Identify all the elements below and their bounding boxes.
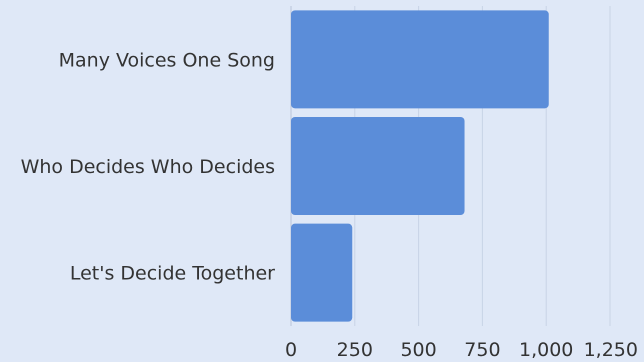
bar[interactable] xyxy=(291,10,549,109)
bars xyxy=(291,10,549,322)
x-tick-label: 1,000 xyxy=(519,339,573,361)
x-tick-label: 500 xyxy=(400,339,436,361)
bar[interactable] xyxy=(291,117,465,215)
category-label: Let's Decide Together xyxy=(70,263,275,285)
category-label: Many Voices One Song xyxy=(59,49,275,71)
category-label: Who Decides Who Decides xyxy=(21,156,275,178)
bar[interactable] xyxy=(291,223,353,322)
x-tick-label: 1,250 xyxy=(584,339,638,361)
x-tick-labels: 0 250 500 750 1,000 1,250 xyxy=(285,339,638,361)
category-labels: Many Voices One Song Who Decides Who Deci… xyxy=(21,49,276,284)
x-tick-label: 750 xyxy=(464,339,500,361)
x-tick-label: 250 xyxy=(337,339,373,361)
x-tick-label: 0 xyxy=(285,339,297,361)
